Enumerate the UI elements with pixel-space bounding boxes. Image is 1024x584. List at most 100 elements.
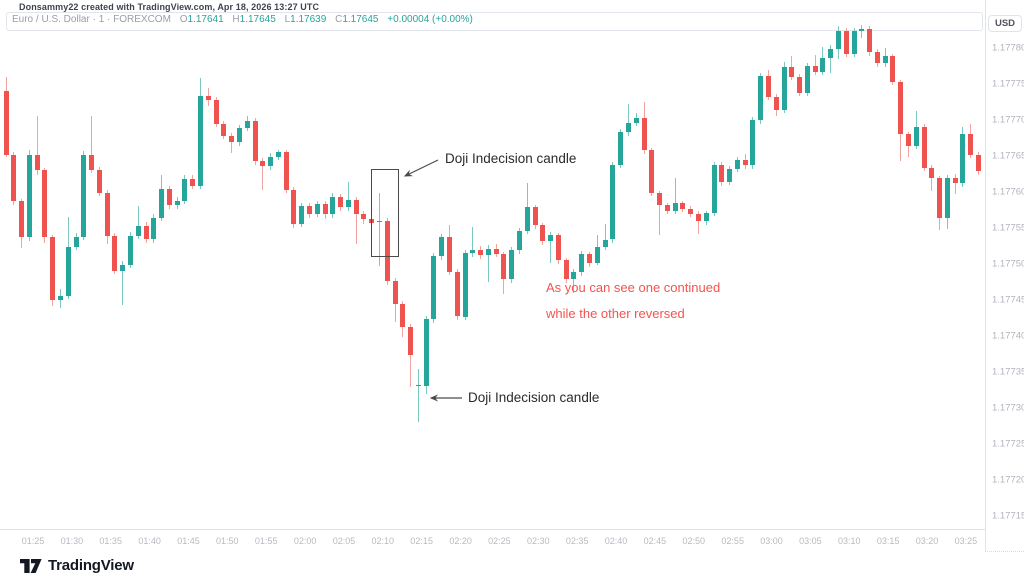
time-tick-label: 01:45 — [177, 536, 200, 546]
candle-down — [641, 117, 647, 151]
time-axis[interactable]: 01:25 01:30 01:35 01:40 01:45 01:50 01:55 02:00… — [0, 529, 985, 552]
candle-up — [439, 237, 445, 257]
candle-up — [820, 58, 826, 72]
candle-down — [205, 95, 211, 100]
candle-up — [633, 117, 639, 123]
candle-up — [524, 207, 530, 231]
candle-down — [867, 28, 873, 53]
time-tick-label: 02:40 — [604, 536, 628, 546]
candle-up — [431, 256, 437, 320]
candle-down — [843, 30, 849, 54]
candle-up — [485, 248, 491, 255]
tradingview-logo-text: TradingView — [48, 557, 134, 574]
candle-up — [711, 164, 717, 213]
candle-wick — [91, 115, 93, 174]
candle-wick — [550, 231, 552, 263]
candle-down — [42, 170, 48, 238]
price-tick-label: 1.17765 — [992, 150, 1024, 162]
candle-up — [944, 177, 950, 218]
candle-down — [921, 126, 927, 168]
candle-down — [532, 207, 538, 226]
candle-down — [587, 253, 592, 264]
candle-up — [828, 49, 834, 58]
time-tick-label: 02:10 — [371, 536, 395, 546]
candle-wick — [410, 323, 412, 388]
candle-up — [625, 122, 631, 133]
candle-up — [299, 206, 305, 224]
candle-down — [322, 204, 328, 215]
price-axis[interactable]: USD 1.17780 1.17775 1.17770 1.17765 1.17760 1… — [985, 0, 1024, 551]
chart-pane[interactable] — [0, 0, 985, 529]
currency-button[interactable]: USD — [988, 15, 1022, 32]
price-tick-label: 1.17775 — [992, 78, 1024, 90]
tradingview-logo-icon — [20, 558, 42, 573]
symbol-title[interactable]: Euro / U.S. Dollar · 1 · FOREXCOM — [12, 14, 171, 25]
doji-highlight-box — [371, 169, 399, 257]
candle-up — [159, 189, 165, 218]
time-tick-label: 02:15 — [410, 536, 433, 546]
candle-up — [517, 230, 522, 251]
candle-down — [112, 235, 118, 272]
candle-down — [563, 260, 569, 280]
candle-down — [3, 91, 9, 155]
candle-up — [268, 156, 273, 167]
candle-down — [874, 52, 880, 64]
candle-down — [291, 189, 297, 224]
red-note-line1: As you can see one continued — [546, 280, 721, 295]
candle-up — [548, 235, 554, 241]
candle-up — [703, 212, 709, 222]
candle-wick — [604, 223, 606, 251]
candle-down — [338, 197, 343, 208]
time-tick-label: 01:30 — [60, 536, 84, 546]
candle-up — [26, 154, 32, 238]
candle-wick — [231, 133, 233, 154]
candle-down — [649, 150, 655, 193]
candle-down — [664, 205, 670, 211]
time-tick-label: 02:25 — [488, 536, 511, 546]
time-tick-label: 01:40 — [138, 536, 161, 546]
candle-down — [493, 248, 499, 254]
candle-down — [657, 192, 662, 205]
time-tick-label: 02:00 — [293, 536, 317, 546]
candle-wick — [137, 205, 139, 240]
tradingview-footer[interactable]: TradingView — [20, 557, 134, 574]
time-tick-label: 03:05 — [799, 536, 822, 546]
time-tick-label: 02:20 — [449, 536, 472, 546]
candle-down — [789, 66, 795, 77]
candle-up — [462, 253, 468, 317]
candle-down — [306, 206, 312, 214]
legend-border-box — [6, 12, 983, 31]
candle-up — [174, 200, 180, 205]
candle-down — [742, 159, 748, 166]
candle-down — [898, 81, 904, 135]
candle-wick — [417, 369, 419, 423]
candle-down — [252, 120, 258, 161]
candle-down — [719, 164, 725, 182]
candle-up — [81, 154, 87, 237]
candle-up — [415, 385, 421, 387]
candle-up — [345, 199, 351, 208]
candle-up — [236, 127, 242, 143]
candle-down — [555, 235, 561, 261]
price-tick-label: 1.17740 — [992, 330, 1024, 342]
time-tick-label: 02:30 — [527, 536, 550, 546]
candle-up — [758, 76, 764, 120]
candle-wick — [573, 269, 575, 293]
candle-down — [968, 133, 974, 155]
candle-wick — [954, 174, 956, 195]
price-tick-label: 1.17745 — [992, 294, 1024, 306]
price-tick-label: 1.17720 — [992, 474, 1024, 486]
time-tick-label: 01:25 — [21, 536, 45, 546]
candle-up — [65, 246, 71, 296]
candle-wick — [674, 177, 676, 214]
close-label: C — [335, 14, 343, 25]
candle-up — [913, 126, 919, 146]
candle-down — [976, 154, 981, 172]
time-tick-label: 03:00 — [760, 536, 783, 546]
price-tick-label: 1.17770 — [992, 114, 1024, 126]
chart-legend[interactable]: Euro / U.S. Dollar · 1 · FOREXCOM O1.176… — [12, 14, 473, 25]
candle-up — [672, 202, 678, 211]
candle-down — [890, 55, 896, 82]
candle-down — [688, 208, 694, 214]
